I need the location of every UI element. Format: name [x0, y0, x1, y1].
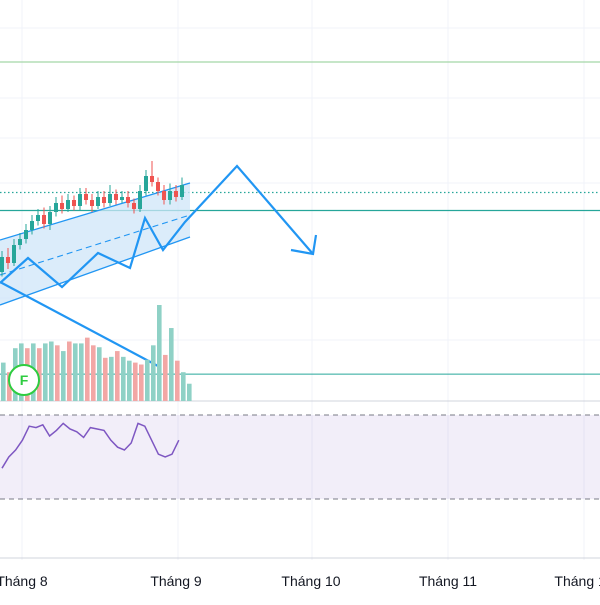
volume-bar	[43, 343, 48, 401]
candle	[96, 197, 100, 206]
volume-bar	[1, 362, 6, 401]
candle	[120, 197, 124, 200]
volume-bar	[145, 359, 150, 401]
volume-bar	[103, 357, 108, 401]
candle	[114, 194, 118, 200]
candle	[162, 191, 166, 200]
zigzag-arrowhead	[290, 234, 318, 256]
volume-bar	[187, 383, 192, 401]
zigzag-path	[0, 164, 314, 289]
volume-bar	[61, 351, 66, 401]
channel-lower-line	[0, 236, 191, 306]
candle	[12, 245, 16, 263]
volume-bar	[127, 360, 132, 401]
candle	[144, 176, 148, 191]
candle	[36, 215, 40, 221]
volume-bar	[163, 354, 168, 401]
volume-bar	[97, 347, 102, 401]
volume-bar	[151, 345, 156, 401]
volume-bar	[109, 356, 114, 401]
trend-line	[0, 281, 159, 367]
candle	[180, 185, 184, 197]
volume-bar	[49, 341, 54, 401]
candle	[90, 200, 94, 206]
volume-bar	[139, 364, 144, 401]
candle	[42, 215, 46, 224]
candle	[24, 230, 28, 239]
volume-bar	[181, 372, 186, 401]
volume-bar	[7, 372, 12, 401]
candle	[78, 194, 82, 206]
x-tick-label: Tháng 9	[150, 573, 202, 589]
candle	[6, 257, 10, 263]
volume-bar	[157, 305, 162, 401]
candle	[84, 194, 88, 200]
candle	[108, 194, 112, 203]
volume-bar	[79, 343, 84, 401]
volume-bar	[175, 360, 180, 401]
x-tick-label: Tháng 8	[0, 573, 48, 589]
candles	[0, 161, 184, 277]
candle	[132, 203, 136, 209]
candle	[54, 203, 58, 212]
candle	[72, 200, 76, 206]
volume-bar	[55, 345, 60, 401]
candle	[174, 191, 178, 197]
channel-mid-line	[0, 214, 191, 276]
candle	[18, 239, 22, 245]
candle	[126, 197, 130, 203]
candle	[0, 257, 4, 272]
volume-bar	[73, 343, 78, 401]
volume-bar	[85, 337, 90, 401]
financials-marker-label: F	[20, 372, 29, 388]
x-tick-label: Tháng 11	[419, 573, 477, 589]
volume-bar	[91, 345, 96, 401]
candle	[156, 182, 160, 191]
financials-marker	[8, 364, 40, 396]
candle	[150, 176, 154, 182]
candle	[168, 191, 172, 200]
candle	[48, 212, 52, 224]
candle	[102, 197, 106, 203]
volume-bar	[133, 362, 138, 401]
oscillator-panel	[0, 414, 600, 500]
volume-bar	[37, 348, 42, 401]
x-tick-label: Tháng 12	[554, 573, 600, 589]
channel-fill	[0, 183, 190, 305]
x-axis: Tháng 8 Tháng 9 Tháng 10 Tháng 11 Tháng 12	[0, 573, 600, 589]
candle	[60, 203, 64, 209]
volume-bar	[121, 356, 126, 401]
volume-bar	[169, 328, 174, 401]
candle	[30, 221, 34, 230]
volume-bar	[67, 341, 72, 401]
x-tick-label: Tháng 10	[281, 573, 340, 589]
candle	[66, 200, 70, 209]
candle	[138, 191, 142, 209]
volume-bars: F	[1, 305, 192, 401]
volume-bar	[115, 351, 120, 401]
oscillator-line	[1, 422, 180, 469]
